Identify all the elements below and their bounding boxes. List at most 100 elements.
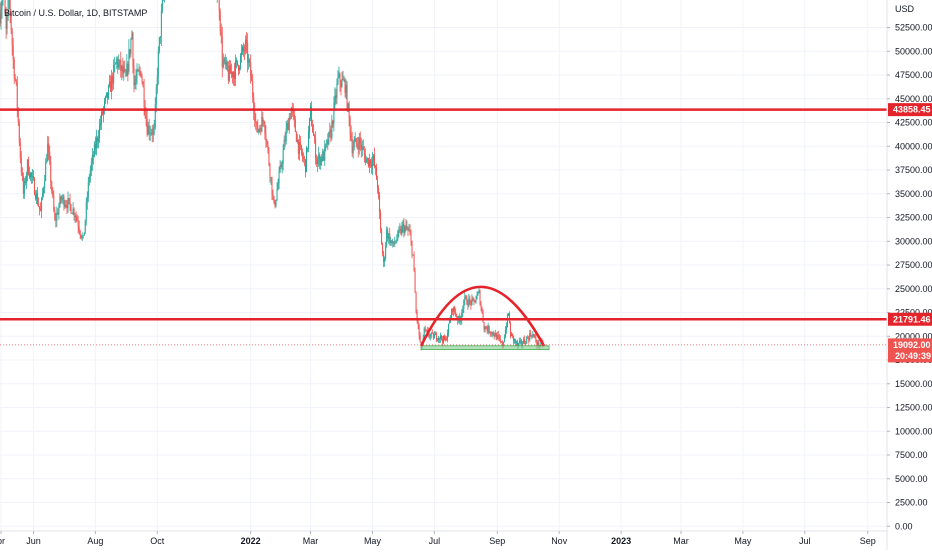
candle-body [52, 191, 54, 196]
candle-body [373, 155, 375, 167]
candle-body [371, 159, 373, 167]
candle-body [97, 138, 99, 142]
candle-body [90, 162, 92, 171]
candle-body [82, 235, 84, 237]
price-tick-label: 30000.00 [895, 236, 932, 246]
candle-body [292, 109, 294, 114]
candle-body [453, 307, 455, 312]
candle-body [330, 129, 332, 139]
candle-body [361, 146, 363, 150]
price-axis-unit: USD [895, 4, 915, 14]
candle-body [262, 117, 264, 121]
candle-body [15, 79, 17, 83]
candle-body [142, 82, 144, 87]
candle-body [283, 140, 285, 150]
candle-body [366, 158, 368, 161]
candle-body [87, 181, 89, 198]
candle-body [504, 329, 506, 338]
candle-body [112, 75, 114, 84]
candle-body [265, 133, 267, 141]
price-tag-upper-line[interactable]: 43858.45 [888, 103, 932, 117]
candle-body [106, 92, 108, 97]
candle-body [530, 333, 532, 336]
candle-body [141, 77, 143, 83]
candle-body [218, 0, 220, 12]
candle-body [26, 159, 28, 175]
candle-body [9, 0, 11, 14]
candle-body [287, 123, 289, 131]
candle-body [25, 174, 27, 183]
candle-body [14, 78, 16, 80]
candle-body [482, 312, 484, 323]
candle-body [527, 337, 529, 339]
candle-body [86, 197, 88, 203]
candle-body [479, 290, 481, 305]
candle-body [61, 198, 63, 200]
candle-body [303, 158, 305, 160]
price-tag-lower-line[interactable]: 21791.46 [888, 312, 932, 326]
candle-body [486, 328, 488, 332]
candle-body [475, 299, 477, 303]
candle-body [344, 79, 346, 93]
candle-body [268, 150, 270, 165]
rounding-top-arc[interactable] [420, 285, 546, 347]
time-tick-label: Jun [26, 536, 41, 546]
candle-body [280, 165, 282, 167]
price-tick-label: 47500.00 [895, 70, 932, 80]
price-tick-label: 35000.00 [895, 189, 932, 199]
candle-body [71, 213, 73, 214]
candles-layer [0, 0, 544, 351]
price-tick-label: 42500.00 [895, 118, 932, 128]
candle-body [412, 254, 414, 256]
candle-body [239, 67, 241, 71]
candle-body [10, 13, 12, 31]
candle-body [437, 337, 439, 340]
time-axis[interactable]: pr Jun Aug Oct 2022 Mar May Jul Sep Nov 2023 Mar May… [0, 530, 887, 546]
candle-body [309, 117, 311, 132]
candle-body [378, 187, 380, 196]
candle-body [418, 325, 420, 336]
candle-body [394, 242, 396, 245]
time-tick-label: Mar [673, 536, 689, 546]
candle-body [23, 180, 25, 194]
candle-body [231, 71, 233, 78]
candle-body [80, 234, 82, 238]
candle-body [56, 212, 58, 221]
candle-body [336, 83, 338, 98]
candle-body [299, 142, 301, 146]
price-axis[interactable]: 0.00 2500.00 5000.00 7500.00 10000.00 12500.0… [886, 0, 932, 550]
candle-body [69, 198, 71, 205]
candle-body [129, 49, 131, 54]
candle-body [290, 107, 292, 119]
candle-body [281, 163, 283, 167]
candle-body [325, 144, 327, 147]
candle-body [400, 228, 402, 234]
candle-body [228, 65, 230, 81]
candle-body [529, 333, 531, 341]
candle-body [157, 51, 159, 77]
price-tag-background [888, 103, 932, 117]
time-tick-label: May [364, 536, 382, 546]
price-tick-label: 45000.00 [895, 94, 932, 104]
candle-body [249, 59, 251, 63]
drawing-overlays[interactable] [0, 108, 887, 350]
candle-body [434, 333, 436, 335]
candle-body [115, 63, 117, 64]
candle-body [415, 292, 417, 313]
candle-body [319, 154, 321, 165]
candle-body [363, 149, 365, 155]
candle-body [510, 333, 512, 337]
candle-body [237, 65, 239, 71]
price-tick-label: 22500.00 [895, 308, 932, 318]
candle-body [538, 342, 540, 347]
support-rectangle[interactable] [420, 345, 550, 350]
candle-body [467, 304, 469, 306]
candle-body [68, 198, 70, 199]
candle-body [154, 103, 156, 128]
candle-body [256, 121, 258, 126]
candle-body [375, 166, 377, 168]
candle-body [487, 326, 489, 332]
